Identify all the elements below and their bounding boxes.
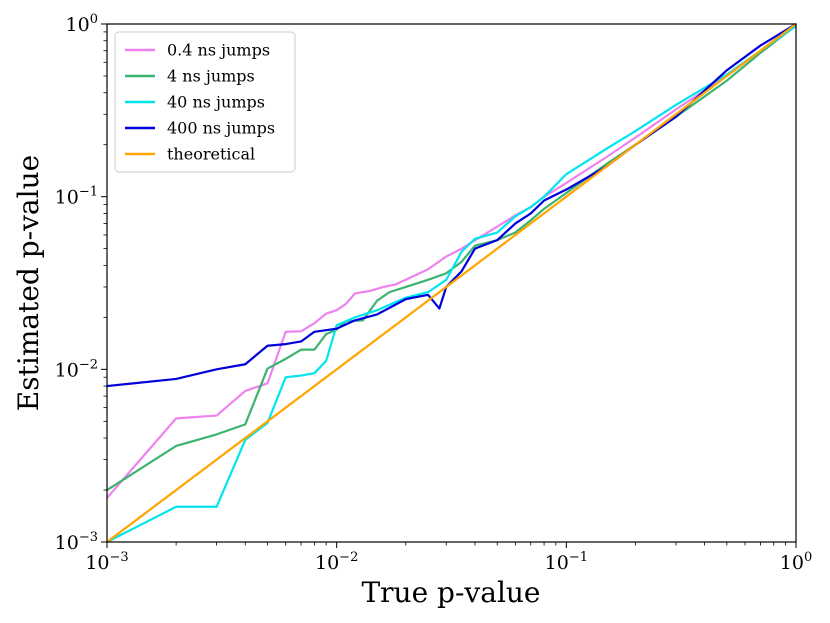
x-tick-label-3: 100 <box>780 550 812 574</box>
series-line-1 <box>106 24 797 491</box>
legend-label-3: 400 ns jumps <box>167 119 275 138</box>
y-axis-label: Estimated p-value <box>12 155 45 411</box>
legend-label-1: 4 ns jumps <box>167 67 255 86</box>
x-axis-label: True p-value <box>361 576 540 609</box>
series-line-2 <box>106 25 797 543</box>
y-tick-label-3: 100 <box>66 12 98 36</box>
legend-box <box>114 31 296 173</box>
legend-label-2: 40 ns jumps <box>167 93 265 112</box>
x-tick-label-0: 10−3 <box>85 550 128 574</box>
legend: 0.4 ns jumps 4 ns jumps 40 ns jumps 400 ns … <box>114 31 296 173</box>
y-tick-label-2: 10−1 <box>55 185 98 209</box>
y-tick-label-1: 10−2 <box>55 357 98 381</box>
legend-label-0: 0.4 ns jumps <box>167 41 270 60</box>
tick-layer: 10−3 10−2 10−1 100 10−3 10−2 10−1 100 <box>55 12 813 574</box>
x-tick-label-2: 10−1 <box>545 550 588 574</box>
legend-label-4: theoretical <box>167 145 255 164</box>
series-line-4 <box>106 23 797 543</box>
series-layer <box>106 23 797 543</box>
series-line-0 <box>106 23 797 499</box>
plot-frame <box>106 23 797 543</box>
y-tick-label-0: 10−3 <box>55 530 98 554</box>
x-tick-label-1: 10−2 <box>315 550 358 574</box>
